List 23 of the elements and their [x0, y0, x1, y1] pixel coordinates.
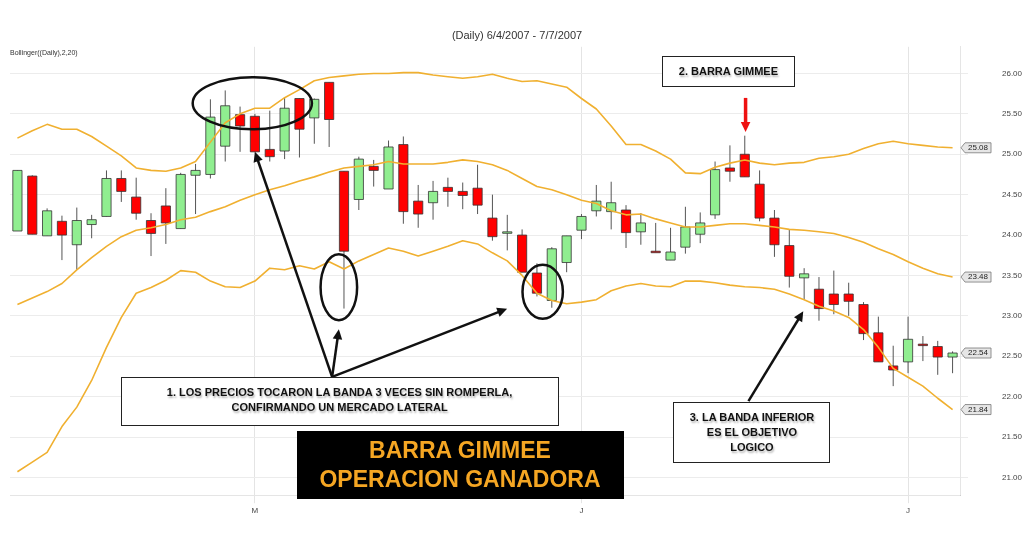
text-box: 3. LA BANDA INFERIOR ES EL OBJETIVO LOGICO	[673, 401, 831, 463]
y-tick-label: 21.00	[1002, 472, 1023, 482]
y-tick-label: 25.50	[1002, 109, 1023, 119]
text-box: 1. LOS PRECIOS TOCARON LA BANDA 3 VECES SIN ROMPERLA, CONFIRMANDO UN MERCADO LATERAL	[120, 376, 559, 426]
data-label: 21.84	[967, 404, 989, 414]
x-tick-label: J	[579, 506, 584, 516]
text-box: 2. BARRA GIMMEE	[661, 55, 795, 87]
text: 22.54	[967, 348, 989, 358]
y-tick-label: 22.00	[1002, 391, 1023, 401]
data-label: 25.08	[967, 142, 989, 152]
y-tick-label: 26.00	[1002, 68, 1023, 78]
y-tick-label: 25.00	[1002, 149, 1023, 159]
y-tick-label: 23.50	[1002, 270, 1023, 280]
y-tick-label: 24.00	[1002, 230, 1023, 240]
y-tick-label: 23.00	[1002, 311, 1023, 321]
x-tick-label: J	[906, 506, 911, 516]
text-box: BARRA GIMMEE OPERACION GANADORA	[296, 430, 624, 499]
y-tick-label: 24.50	[1002, 189, 1023, 199]
chart-title: (Daily) 6/4/2007 - 7/7/2007	[451, 29, 583, 42]
y-tick-label: 21.50	[1002, 432, 1023, 442]
y-tick-label: 22.50	[1002, 351, 1023, 361]
data-label: 23.48	[967, 272, 989, 282]
x-tick-label: M	[251, 506, 259, 516]
